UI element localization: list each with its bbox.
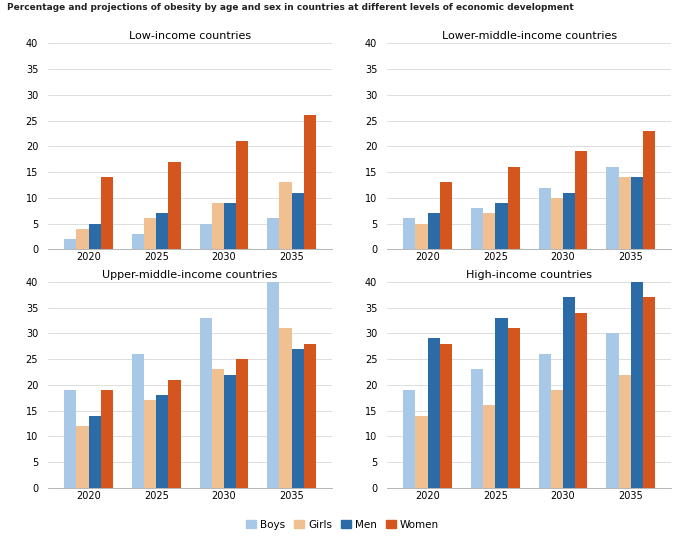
Bar xyxy=(606,167,619,249)
Bar xyxy=(224,375,236,488)
Bar xyxy=(495,203,508,249)
Bar xyxy=(279,182,292,249)
Bar xyxy=(169,162,181,249)
Bar xyxy=(415,223,427,249)
Bar xyxy=(132,354,144,488)
Title: High-income countries: High-income countries xyxy=(466,270,592,280)
Bar xyxy=(551,390,563,488)
Bar xyxy=(563,193,575,249)
Bar xyxy=(236,359,248,488)
Bar xyxy=(76,426,88,488)
Bar xyxy=(144,400,156,488)
Bar xyxy=(292,193,303,249)
Bar xyxy=(132,234,144,249)
Bar xyxy=(631,282,643,488)
Bar xyxy=(575,151,587,249)
Bar xyxy=(508,167,520,249)
Bar xyxy=(303,115,316,249)
Bar xyxy=(88,416,101,488)
Bar xyxy=(427,338,440,488)
Bar xyxy=(631,177,643,249)
Bar xyxy=(156,213,169,249)
Bar xyxy=(212,203,224,249)
Bar xyxy=(471,208,483,249)
Bar xyxy=(236,141,248,249)
Bar xyxy=(169,379,181,488)
Bar xyxy=(471,370,483,488)
Bar xyxy=(64,239,76,249)
Bar xyxy=(619,375,631,488)
Bar xyxy=(101,390,113,488)
Bar xyxy=(440,344,452,488)
Bar xyxy=(403,218,415,249)
Bar xyxy=(440,182,452,249)
Bar xyxy=(144,218,156,249)
Bar xyxy=(563,297,575,488)
Bar xyxy=(76,229,88,249)
Bar xyxy=(495,318,508,488)
Bar xyxy=(619,177,631,249)
Bar xyxy=(551,198,563,249)
Bar xyxy=(427,213,440,249)
Title: Upper-middle-income countries: Upper-middle-income countries xyxy=(102,270,278,280)
Bar xyxy=(483,213,495,249)
Bar xyxy=(199,223,212,249)
Bar xyxy=(292,349,303,488)
Bar xyxy=(403,390,415,488)
Bar xyxy=(88,223,101,249)
Bar xyxy=(279,328,292,488)
Bar xyxy=(643,297,655,488)
Title: Low-income countries: Low-income countries xyxy=(129,31,251,41)
Bar xyxy=(606,333,619,488)
Bar xyxy=(415,416,427,488)
Bar xyxy=(156,395,169,488)
Title: Lower-middle-income countries: Lower-middle-income countries xyxy=(442,31,616,41)
Bar xyxy=(224,203,236,249)
Bar xyxy=(199,318,212,488)
Bar xyxy=(508,328,520,488)
Bar xyxy=(643,131,655,249)
Legend: Boys, Girls, Men, Women: Boys, Girls, Men, Women xyxy=(242,516,443,534)
Bar xyxy=(212,370,224,488)
Bar xyxy=(538,354,551,488)
Bar xyxy=(483,405,495,488)
Bar xyxy=(64,390,76,488)
Bar xyxy=(267,218,279,249)
Bar xyxy=(538,188,551,249)
Bar xyxy=(267,282,279,488)
Text: Percentage and projections of obesity by age and sex in countries at different l: Percentage and projections of obesity by… xyxy=(7,3,573,12)
Bar xyxy=(303,344,316,488)
Bar xyxy=(575,313,587,488)
Bar xyxy=(101,177,113,249)
